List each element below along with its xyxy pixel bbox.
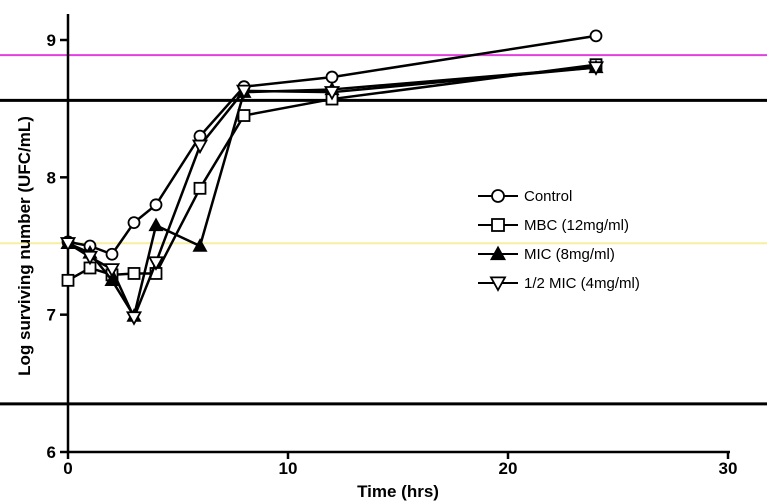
data-point (147, 256, 165, 271)
y-tick-label: 8 (47, 168, 56, 187)
x-tick-label: 20 (499, 459, 518, 478)
legend-item: Control (478, 188, 572, 205)
legend-item: 1/2 MIC (4mg/ml) (478, 275, 640, 292)
legend-marker (491, 218, 505, 232)
data-point (81, 250, 99, 266)
legend-item: MIC (8mg/ml) (478, 245, 615, 263)
series-3 (59, 61, 605, 326)
y-ticks: 6 7 8 9 (47, 31, 68, 462)
reference-lines (0, 54, 767, 406)
x-tick-label: 30 (719, 459, 738, 478)
data-point (191, 139, 209, 155)
legend-marker (491, 189, 505, 203)
data-point (323, 86, 341, 101)
y-tick-label: 6 (47, 443, 56, 462)
legend-item: MBC (12mg/ml) (478, 217, 629, 234)
data-point (61, 273, 75, 287)
data-point (127, 267, 141, 280)
data-point (127, 216, 141, 230)
data-point (59, 237, 77, 252)
legend-label: 1/2 MIC (4mg/ml) (524, 275, 640, 292)
y-tick-label: 7 (47, 306, 56, 325)
y-axis-title: Log surviving number (UFC/mL) (15, 116, 34, 376)
x-ticks: 0 10 20 30 (63, 452, 737, 478)
legend-label: MBC (12mg/ml) (524, 217, 629, 234)
legend-marker (489, 245, 507, 261)
data-point (125, 311, 143, 326)
axes (66, 14, 730, 454)
data-point (149, 198, 163, 212)
y-tick-label: 9 (47, 31, 56, 50)
data-point (235, 84, 253, 100)
data-point (105, 247, 119, 261)
x-tick-label: 0 (63, 459, 72, 478)
series-line (67, 34, 597, 256)
series-0 (61, 29, 603, 261)
legend-label: Control (524, 188, 572, 205)
data-point (193, 181, 207, 195)
data-point (104, 272, 120, 287)
data-point (192, 238, 208, 252)
data-point (589, 29, 603, 43)
series-layer (59, 29, 605, 326)
data-point (148, 217, 164, 232)
data-point (103, 263, 121, 278)
legend-marker (489, 276, 507, 292)
data-point (237, 109, 251, 122)
data-point (325, 70, 339, 84)
legend-label: MIC (8mg/ml) (524, 246, 615, 263)
x-axis-title: Time (hrs) (357, 482, 439, 501)
data-point (587, 61, 605, 76)
x-tick-label: 10 (279, 459, 298, 478)
legend: Control MBC (12mg/ml) MIC (8mg/ml) 1/2 MIC … (478, 188, 640, 292)
